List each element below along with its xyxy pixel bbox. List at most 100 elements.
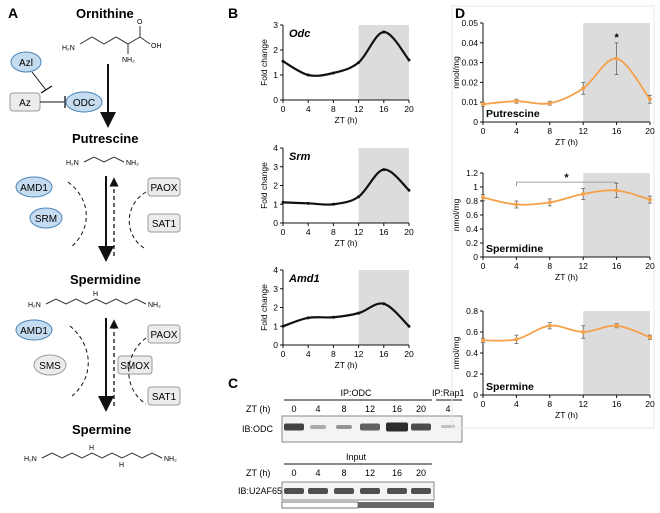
panel-c: C IP:ODC IP:Rap1 ZT (h) 0 4 8 12 16 20 4 IB:O… — [228, 375, 465, 509]
spermine-h1: H — [89, 445, 94, 452]
panel-b-letter: B — [228, 5, 238, 21]
b-srm-y-tick-label: 4 — [273, 143, 278, 153]
d-spermidine-y-tick-label: 0.2 — [466, 238, 478, 248]
d-spermidine-data-point — [481, 195, 485, 200]
zt-lane-label: 12 — [365, 404, 375, 414]
ornithine-label: Ornithine — [76, 6, 134, 21]
paox-bottom-side-arc — [128, 337, 147, 405]
b-odc-dark-phase — [358, 25, 409, 100]
ctrl-zt-label: 4 — [445, 404, 450, 414]
ip-odc-label: IP:ODC — [340, 388, 372, 398]
d-spermidine-data-point — [648, 197, 652, 202]
paox-top-label: PAOX — [150, 183, 177, 194]
b-srm-x-tick-label: 20 — [404, 227, 414, 237]
b-amd1-y-tick-label: 4 — [273, 265, 278, 275]
d-spermine-y-tick-label: 0.6 — [466, 327, 478, 337]
paox-bottom-label: PAOX — [150, 330, 177, 341]
b-amd1-series-line — [282, 302, 410, 328]
light-bar — [281, 501, 359, 509]
b-srm-data-point — [306, 201, 310, 205]
zt-lane-label: 4 — [315, 404, 320, 414]
spermidine-h: H — [93, 291, 98, 298]
b-amd1-x-tick-label: 8 — [331, 349, 336, 359]
d-spermidine-x-tick-label: 8 — [547, 261, 552, 271]
c-zt-row-2: 0 4 8 12 16 20 — [291, 468, 426, 478]
odc-band — [411, 423, 431, 431]
srm-side-arc — [67, 181, 87, 249]
b-odc-series-line — [282, 30, 410, 77]
ornithine-h2n: H₂N — [62, 45, 75, 52]
panel-d-letter: D — [455, 5, 465, 21]
b-odc-data-point — [407, 58, 411, 62]
panel-d: D 0 0.01 0.02 0.03 0.04 0.05 0 4 8 12 16 20 ZT (h) nm… — [451, 5, 655, 429]
d-putrescine-y-tick-label: 0.03 — [461, 58, 478, 68]
d-spermine-x-tick-label: 20 — [645, 399, 655, 409]
d-spermine-data-point — [481, 338, 485, 343]
b-odc-y-tick-label: 1 — [273, 70, 278, 80]
b-odc-x-tick-label: 12 — [354, 104, 364, 114]
d-putrescine-y-tick-label: 0.04 — [461, 38, 478, 48]
c-zt-label-1: ZT (h) — [246, 404, 270, 414]
spermidine-label: Spermidine — [70, 272, 141, 287]
d-spermidine-y-tick-label: 1 — [473, 182, 478, 192]
panel-d-plots: 0 0.01 0.02 0.03 0.04 0.05 0 4 8 12 16 20 ZT (h) nmol… — [451, 18, 655, 420]
b-amd1-data-point — [357, 311, 361, 315]
u2af65-band — [284, 488, 304, 494]
d-putrescine-data-point — [614, 56, 619, 61]
amd1-top-label: AMD1 — [20, 183, 48, 194]
d-putrescine-y-tick-label: 0 — [473, 117, 478, 127]
input-label: Input — [346, 452, 367, 462]
d-spermine-data-point — [547, 323, 552, 328]
dark-bar — [358, 502, 434, 508]
azl-node — [10, 51, 42, 73]
b-srm-dark-phase — [358, 148, 409, 223]
b-srm-gene-label: Srm — [289, 151, 311, 163]
ornithine-o: O — [137, 19, 143, 26]
b-amd1-data-point — [281, 324, 285, 328]
b-srm-x-tick-label: 4 — [306, 227, 311, 237]
b-amd1-data-point — [407, 324, 411, 328]
d-spermine-x-tick-label: 0 — [481, 399, 486, 409]
d-spermidine-y-tick-label: 0 — [473, 252, 478, 262]
d-spermine-x-tick-label: 12 — [578, 399, 588, 409]
odc-band — [284, 423, 304, 431]
ornithine-nh2: NH₂ — [122, 57, 135, 64]
zt-lane-label: 16 — [392, 404, 402, 414]
d-spermidine-data-point — [614, 188, 619, 193]
b-srm-data-point — [281, 200, 285, 204]
d-spermine-x-tick-label: 8 — [547, 399, 552, 409]
d-spermidine-x-tick-label: 12 — [578, 261, 588, 271]
d-putrescine-compound-label: Putrescine — [486, 108, 540, 120]
d-spermidine-data-point — [547, 200, 552, 205]
b-odc-data-point — [306, 73, 310, 77]
b-amd1-data-point — [382, 302, 386, 306]
d-spermine-y-label: nmol/mg — [451, 336, 461, 369]
b-srm-data-point — [382, 168, 386, 172]
d-spermidine-data-point — [514, 202, 519, 207]
sat1-top-node — [147, 213, 181, 233]
odc-label: ODC — [73, 98, 95, 109]
spermine-structure — [41, 452, 163, 459]
b-amd1-x-tick-label: 0 — [281, 349, 286, 359]
panel-d-frame — [451, 5, 655, 429]
paox-top-node — [147, 177, 181, 197]
zt-lane-label: 8 — [341, 404, 346, 414]
d-putrescine-x-tick-label: 8 — [547, 126, 552, 136]
spermine-h2n: H₂N — [24, 456, 37, 463]
d-putrescine-y-tick-label: 0.05 — [461, 18, 478, 28]
d-spermidine-x-tick-label: 0 — [481, 261, 486, 271]
paox-side-arc — [128, 191, 147, 249]
blot-u2af65-bands — [284, 488, 431, 494]
d-putrescine-x-tick-label: 12 — [578, 126, 588, 136]
b-odc-data-point — [331, 71, 335, 75]
b-amd1-y-label: Fold change — [259, 284, 269, 331]
putrescine-nh2: NH₂ — [126, 160, 139, 167]
zt-lane-label: 20 — [416, 468, 426, 478]
d-spermine-data-point — [514, 337, 519, 342]
u2af65-band — [411, 488, 431, 494]
d-spermine-data-point — [581, 330, 586, 334]
srm-node — [29, 207, 63, 229]
d-spermine-series-line — [482, 324, 651, 342]
panel-c-letter: C — [228, 375, 238, 391]
